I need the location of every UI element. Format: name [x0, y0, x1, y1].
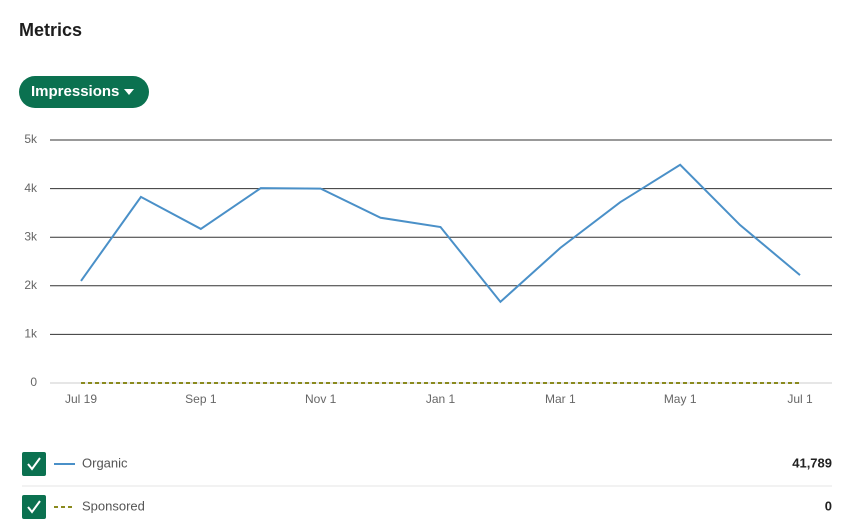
x-tick-label: May 1: [664, 392, 697, 406]
dropdown-label[interactable]: Impressions: [31, 83, 119, 100]
impressions-dropdown[interactable]: Impressions: [19, 76, 149, 108]
checkmark: [27, 500, 41, 514]
checkbox[interactable]: [22, 452, 46, 476]
y-tick-label: 2k: [24, 278, 38, 292]
legend-label: Sponsored: [82, 498, 145, 513]
x-tick-label: Jul 19: [65, 392, 97, 406]
y-tick-label: 4k: [24, 181, 38, 195]
x-tick-label: Sep 1: [185, 392, 217, 406]
dropdown-button[interactable]: [19, 76, 149, 108]
legend-label: Organic: [82, 455, 128, 470]
y-tick-label: 0: [30, 375, 37, 389]
dropdown-caret: [124, 89, 134, 95]
x-tick-label: Jul 1: [787, 392, 813, 406]
page-title: Metrics: [19, 20, 82, 40]
y-tick-label: 3k: [24, 229, 38, 243]
checkmark: [27, 457, 41, 471]
legend-total: 41,789: [792, 455, 832, 470]
legend: Organic 41,789 Sponsored 0: [22, 452, 832, 519]
y-tick-label: 5k: [24, 132, 38, 146]
y-tick-label: 1k: [24, 327, 38, 341]
x-tick-label: Mar 1: [545, 392, 576, 406]
x-tick-label: Nov 1: [305, 392, 337, 406]
legend-total: 0: [825, 498, 832, 513]
chart: 0 1k 2k 3k 4k 5k Jul 19 Sep 1 Nov 1 Jan 1 Mar 1 May…: [24, 132, 832, 406]
series-line: [80, 163, 801, 304]
x-tick-label: Jan 1: [426, 392, 456, 406]
checkbox[interactable]: [22, 495, 46, 519]
